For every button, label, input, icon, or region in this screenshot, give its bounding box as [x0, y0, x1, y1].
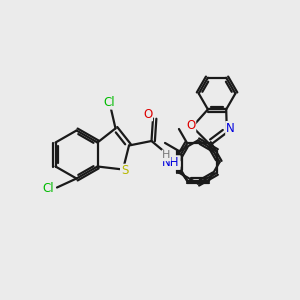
Text: N: N: [226, 122, 235, 135]
Text: O: O: [186, 119, 195, 132]
Text: Cl: Cl: [104, 96, 115, 109]
Text: Cl: Cl: [43, 182, 54, 196]
Text: H: H: [162, 150, 171, 161]
Text: NH: NH: [162, 156, 180, 169]
Text: S: S: [121, 164, 128, 178]
Text: O: O: [143, 107, 152, 121]
